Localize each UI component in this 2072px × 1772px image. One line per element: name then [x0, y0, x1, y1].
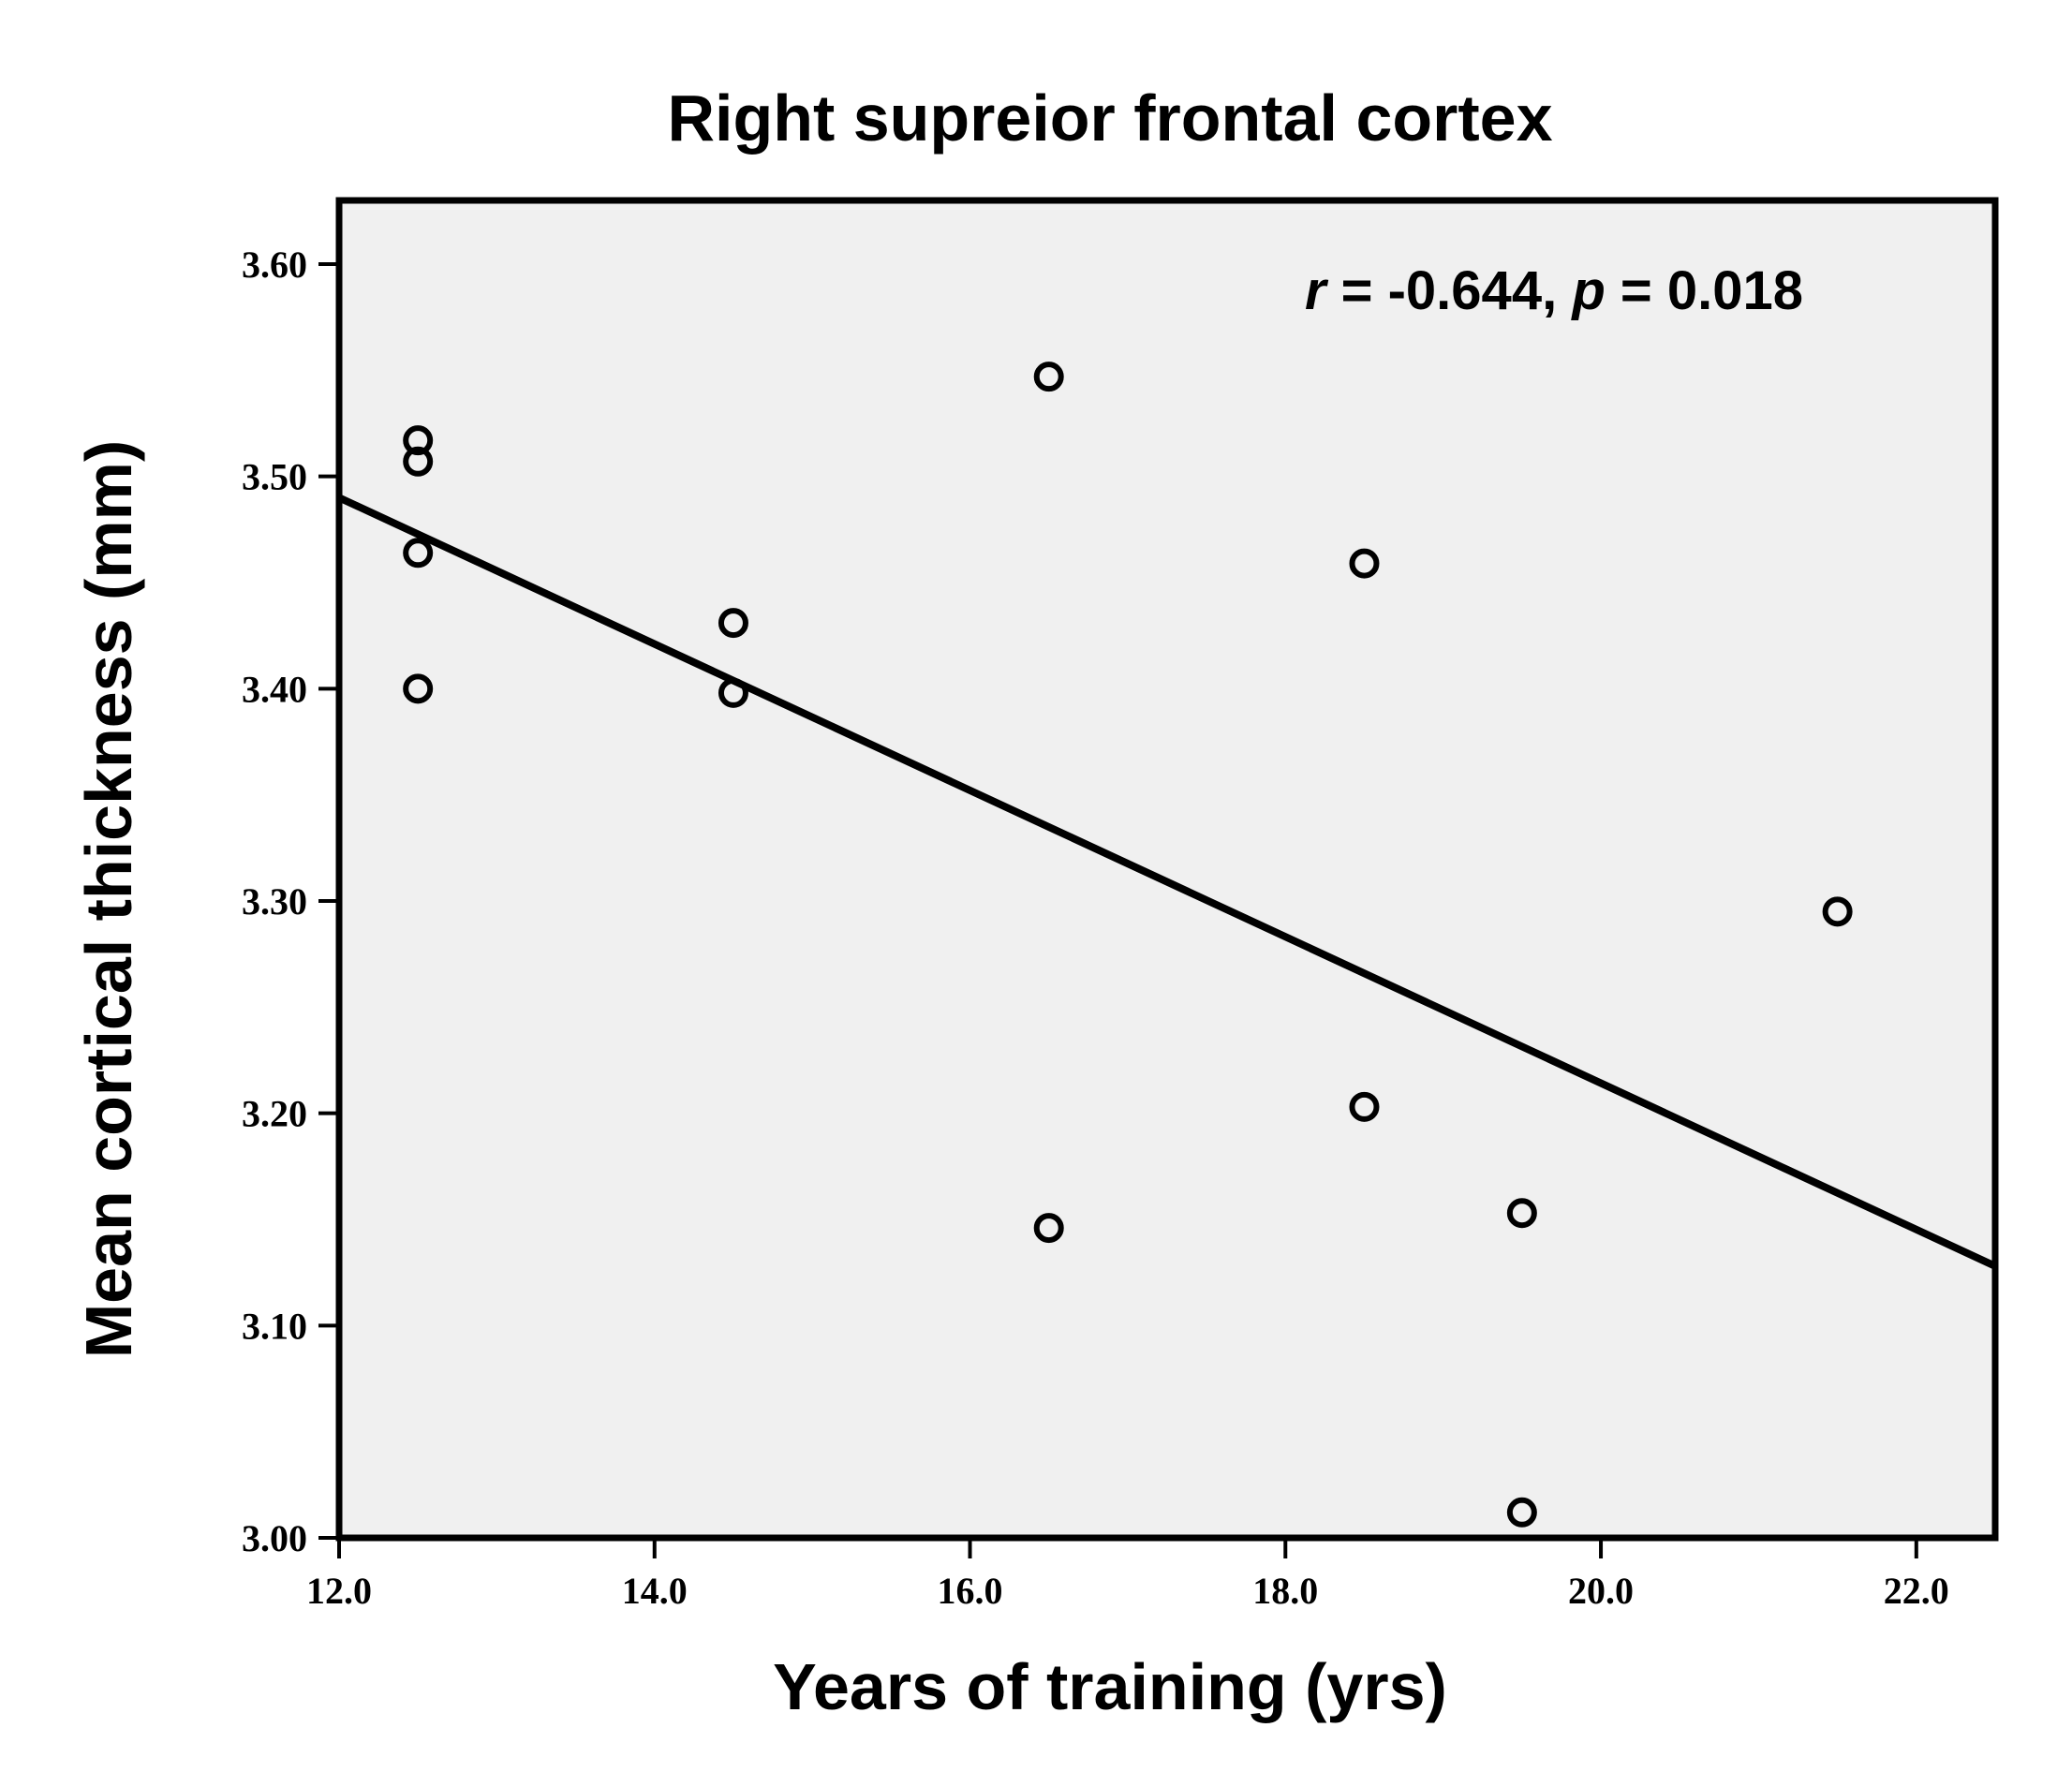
- data-point: [1033, 1213, 1064, 1244]
- y-tick-label: 3.00: [242, 1517, 307, 1559]
- p-symbol: p: [1570, 260, 1605, 321]
- y-tick-label: 3.30: [242, 880, 307, 923]
- x-tick-label: 12.0: [306, 1570, 372, 1612]
- y-tick-label: 3.20: [242, 1093, 307, 1135]
- correlation-annotation: r = -0.644, p = 0.018: [1305, 260, 1803, 321]
- data-point: [403, 538, 434, 569]
- y-axis-label: Mean cortical thickness (mm): [72, 440, 145, 1358]
- x-tick-label: 18.0: [1252, 1570, 1318, 1612]
- chart-title: Right supreior frontal cortex: [667, 81, 1552, 155]
- data-point: [1822, 896, 1853, 927]
- x-tick-label: 20.0: [1568, 1570, 1634, 1612]
- x-tick-label: 22.0: [1884, 1570, 1949, 1612]
- y-tick-label: 3.40: [242, 668, 307, 710]
- r-value: = -0.644,: [1326, 260, 1573, 321]
- plot-area: [339, 200, 1995, 1538]
- data-point: [403, 673, 434, 704]
- y-tick-label: 3.60: [242, 244, 307, 286]
- data-point: [1033, 362, 1064, 392]
- x-tick-label: 16.0: [938, 1570, 1003, 1612]
- p-value: = 0.018: [1606, 260, 1803, 321]
- y-tick-label: 3.50: [242, 456, 307, 498]
- data-point: [403, 425, 434, 456]
- x-tick-label: 14.0: [622, 1570, 688, 1612]
- x-axis-label: Years of training (yrs): [773, 1650, 1447, 1723]
- data-point: [403, 446, 434, 477]
- r-symbol: r: [1305, 260, 1329, 321]
- data-point: [718, 608, 748, 639]
- data-point: [1506, 1497, 1537, 1528]
- data-point: [1349, 548, 1380, 579]
- data-point: [718, 677, 748, 708]
- regression-line: [337, 494, 1997, 1270]
- data-point: [1506, 1198, 1537, 1229]
- y-tick-label: 3.10: [242, 1305, 307, 1347]
- data-point: [1349, 1091, 1380, 1122]
- plot-frame: [335, 197, 1999, 1542]
